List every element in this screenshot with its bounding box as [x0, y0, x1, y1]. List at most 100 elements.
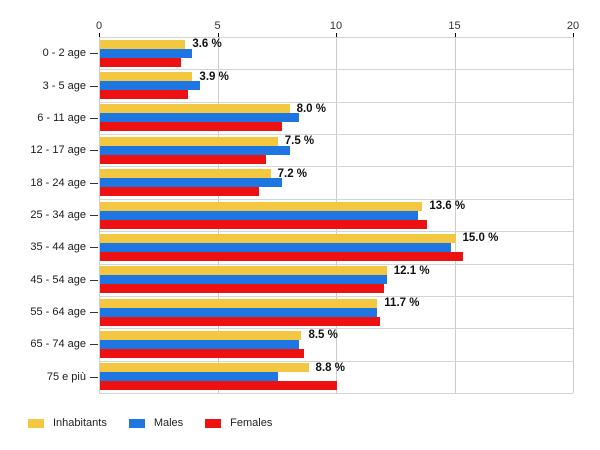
legend-swatch-males	[128, 418, 145, 428]
horizontal-gridline	[99, 134, 573, 136]
legend-label: Females	[230, 417, 273, 429]
legend-swatch-females	[205, 418, 222, 428]
x-axis-tick-label: 20	[566, 20, 580, 32]
category-label: 35 - 44 age	[30, 241, 86, 254]
horizontal-gridline	[99, 328, 573, 330]
bar-inhabitants	[100, 72, 193, 82]
value-label: 7.5 %	[284, 135, 315, 148]
value-label: 7.2 %	[277, 167, 308, 180]
legend-label: Inhabitants	[53, 417, 107, 429]
bar-males	[100, 210, 418, 220]
bar-males	[100, 242, 451, 252]
category-tick-mark	[90, 247, 98, 249]
bar-females	[100, 316, 380, 326]
bar-females	[100, 90, 188, 100]
category-tick-mark	[90, 85, 98, 87]
horizontal-gridline	[99, 166, 573, 168]
category-tick-mark	[90, 117, 98, 119]
bar-males	[100, 113, 300, 123]
bar-inhabitants	[100, 104, 290, 114]
value-label: 15.0 %	[462, 232, 499, 245]
x-axis-tick-mark	[336, 33, 337, 37]
bar-males	[100, 81, 200, 91]
x-axis-tick-mark	[454, 33, 456, 37]
bar-inhabitants	[100, 169, 271, 179]
value-label: 11.7 %	[384, 297, 420, 310]
legend-label: Males	[153, 417, 184, 429]
bar-females	[100, 284, 385, 294]
legend-item-males[interactable]: Males	[128, 417, 184, 429]
category-tick-mark	[90, 53, 98, 55]
bar-females	[100, 219, 428, 229]
legend-item-females[interactable]: Females	[205, 417, 272, 429]
horizontal-gridline	[99, 295, 573, 297]
bar-males	[100, 48, 193, 58]
bar-males	[100, 178, 283, 188]
vertical-gridline	[454, 37, 456, 393]
x-axis-tick-label: 0	[95, 20, 103, 32]
bar-inhabitants	[100, 363, 309, 373]
x-axis-tick-label: 10	[329, 20, 343, 32]
bar-inhabitants	[100, 201, 423, 211]
category-tick-mark	[90, 279, 98, 281]
x-axis-tick-mark	[573, 33, 574, 37]
bar-inhabitants	[100, 330, 302, 340]
bar-females	[100, 381, 337, 391]
bar-females	[100, 187, 259, 197]
category-tick-mark	[90, 376, 98, 378]
horizontal-gridline	[99, 393, 573, 394]
category-label: 18 - 24 age	[30, 176, 86, 189]
horizontal-gridline	[99, 263, 573, 265]
value-label: 12.1 %	[393, 264, 430, 277]
value-label: 8.0 %	[296, 102, 327, 115]
legend-item-inhabitants[interactable]: Inhabitants	[28, 417, 107, 429]
horizontal-gridline	[99, 198, 573, 200]
horizontal-gridline	[99, 69, 573, 71]
bar-females	[100, 154, 266, 164]
legend: Inhabitants Males Females	[28, 417, 294, 429]
bar-females	[100, 251, 463, 261]
category-tick-mark	[90, 150, 98, 152]
horizontal-gridline	[99, 101, 573, 103]
category-label: 55 - 64 age	[30, 306, 86, 319]
bar-inhabitants	[100, 136, 278, 146]
bar-males	[100, 145, 290, 155]
category-label: 3 - 5 age	[42, 79, 86, 92]
bar-inhabitants	[100, 298, 378, 308]
category-tick-mark	[90, 312, 98, 314]
value-label: 3.6 %	[192, 38, 222, 51]
category-label: 45 - 54 age	[30, 273, 86, 286]
bar-males	[100, 307, 378, 317]
x-axis-tick-mark	[99, 33, 100, 37]
bar-females	[100, 122, 283, 132]
bar-males	[100, 275, 387, 285]
category-tick-mark	[90, 182, 98, 184]
category-label: 0 - 2 age	[42, 47, 86, 60]
category-label: 65 - 74 age	[30, 338, 86, 351]
horizontal-gridline	[99, 231, 573, 233]
value-label: 13.6 %	[429, 200, 466, 212]
category-label: 6 - 11 age	[37, 111, 86, 124]
bar-females	[100, 348, 304, 358]
category-label: 75 e più	[46, 370, 86, 383]
legend-swatch-inhabitants	[28, 418, 44, 428]
x-axis-tick-label: 15	[448, 20, 461, 32]
horizontal-gridline	[99, 360, 573, 362]
bar-males	[100, 339, 300, 349]
bar-males	[100, 372, 278, 382]
x-axis-tick-label: 5	[214, 20, 221, 32]
category-label: 25 - 34 age	[30, 209, 86, 221]
bar-inhabitants	[100, 266, 387, 276]
x-axis-tick-mark	[217, 33, 219, 37]
value-label: 8.5 %	[308, 329, 338, 342]
category-tick-mark	[90, 215, 98, 216]
bar-females	[100, 57, 181, 67]
category-label: 12 - 17 age	[30, 144, 86, 157]
value-label: 3.9 %	[199, 70, 229, 83]
vertical-gridline	[573, 37, 574, 393]
bar-inhabitants	[100, 39, 186, 49]
